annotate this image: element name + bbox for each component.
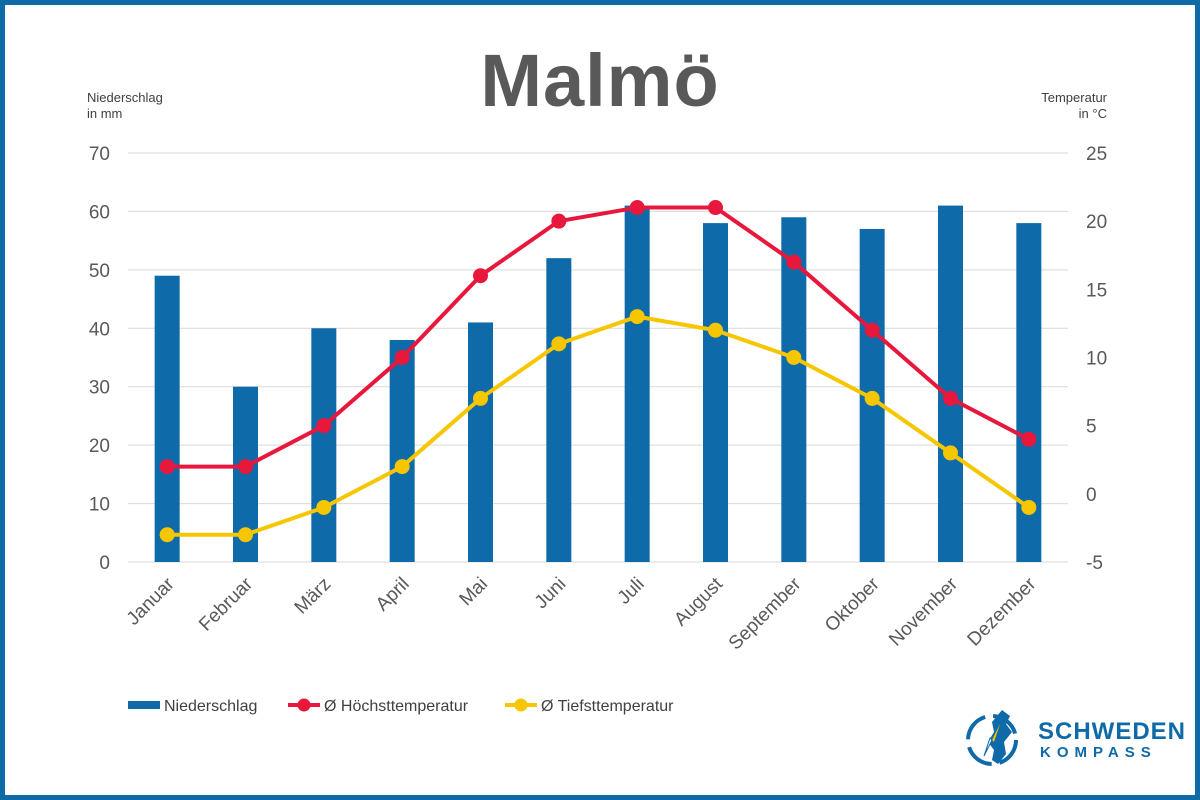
right-axis-label-line1: Temperatur [1041, 90, 1107, 105]
left-axis-label-line1: Niederschlag [87, 90, 163, 105]
logo-word-schweden: SCHWEDEN [1038, 718, 1187, 745]
bar-niederschlag [389, 339, 415, 562]
category-label: April [372, 574, 414, 616]
category-label: November [885, 573, 962, 650]
right-axis-caption: Temperatur in °C [1041, 90, 1107, 122]
logo: SCHWEDEN KOMPASS [964, 706, 1185, 770]
point-hoechsttemperatur [708, 200, 723, 216]
left-tick-label: 0 [99, 553, 110, 574]
point-tiefsttemperatur [394, 459, 410, 475]
point-hoechsttemperatur [1021, 431, 1037, 447]
category-label: März [291, 574, 336, 619]
category-label: August [670, 573, 727, 630]
right-axis-label-line2: in °C [1078, 106, 1107, 121]
left-tick-label: 30 [89, 378, 110, 399]
point-hoechsttemperatur [394, 350, 410, 365]
point-tiefsttemperatur [316, 499, 332, 515]
point-hoechsttemperatur [629, 200, 645, 216]
point-hoechsttemperatur [943, 390, 958, 406]
line-hoechsttemperatur [167, 205, 1030, 469]
point-tiefsttemperatur [629, 309, 645, 325]
logo-word-kompass: KOMPASS [1040, 744, 1157, 761]
point-hoechsttemperatur [864, 322, 880, 338]
right-tick-label: 15 [1086, 280, 1107, 301]
compass-logo-icon [966, 710, 1018, 766]
point-hoechsttemperatur [159, 459, 175, 475]
point-tiefsttemperatur [786, 350, 802, 365]
category-label: September [725, 573, 806, 654]
category-label: Mai [456, 574, 493, 611]
legend-label-tiefsttemperatur: Ø Tiefsttemperatur [541, 698, 674, 715]
left-tick-label: 60 [89, 202, 110, 223]
bar-niederschlag [938, 205, 963, 563]
line-tiefsttemperatur [167, 314, 1030, 537]
category-label: Februar [195, 573, 257, 635]
chart-title: Malmö [480, 39, 720, 122]
left-tick-label: 40 [89, 319, 110, 340]
point-tiefsttemperatur [551, 336, 567, 352]
point-hoechsttemperatur [786, 254, 802, 270]
point-hoechsttemperatur [551, 213, 567, 229]
bar-niederschlag [624, 205, 650, 563]
point-tiefsttemperatur [473, 390, 488, 406]
category-label: Juni [531, 574, 570, 613]
legend-marker-hoechsttemperatur [297, 698, 311, 712]
left-tick-label: 10 [89, 495, 110, 516]
bar-niederschlag [468, 322, 493, 562]
bar-niederschlag [546, 258, 572, 562]
category-label: Dezember [964, 573, 1041, 650]
point-tiefsttemperatur [864, 390, 880, 406]
left-tick-label: 70 [89, 144, 110, 165]
bar-niederschlag [781, 217, 807, 562]
point-tiefsttemperatur [238, 527, 253, 543]
legend-marker-tiefsttemperatur [514, 698, 528, 712]
right-tick-label: 25 [1086, 144, 1107, 165]
point-hoechsttemperatur [238, 459, 253, 475]
left-tick-label: 50 [89, 261, 110, 282]
bar-niederschlag [311, 328, 337, 562]
point-tiefsttemperatur [708, 322, 723, 338]
bar-niederschlag [703, 223, 728, 562]
point-tiefsttemperatur [943, 445, 958, 461]
bar-niederschlag [154, 275, 180, 562]
right-tick-label: 10 [1086, 349, 1107, 370]
legend-swatch-niederschlag [128, 701, 160, 709]
point-tiefsttemperatur [1021, 499, 1037, 515]
legend-label-hoechsttemperatur: Ø Höchsttemperatur [324, 698, 469, 715]
right-tick-label: 20 [1086, 212, 1107, 233]
point-tiefsttemperatur [159, 527, 175, 543]
category-label: Oktober [821, 573, 884, 636]
left-axis-caption: Niederschlag in mm [87, 90, 163, 122]
category-label: Juli [614, 574, 649, 609]
point-hoechsttemperatur [316, 418, 332, 434]
legend-label-niederschlag: Niederschlag [164, 698, 257, 715]
left-tick-label: 20 [89, 436, 110, 457]
left-axis-label-line2: in mm [87, 106, 123, 121]
point-hoechsttemperatur [473, 268, 488, 284]
category-label: Januar [123, 573, 179, 629]
right-tick-label: 5 [1086, 417, 1097, 438]
right-tick-label: -5 [1086, 553, 1103, 574]
right-tick-label: 0 [1086, 485, 1097, 506]
